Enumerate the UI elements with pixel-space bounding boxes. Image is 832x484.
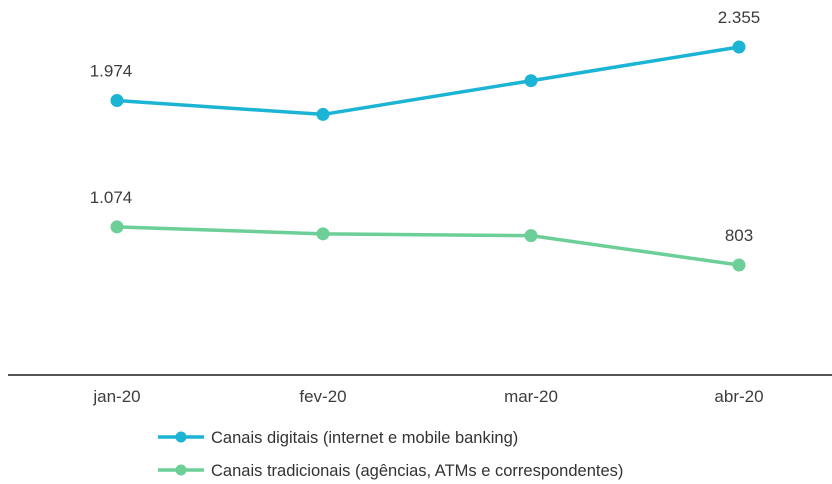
data-label: 803: [725, 226, 753, 245]
data-point: [110, 220, 124, 234]
legend-item-1: Canais digitais (internet e mobile banki…: [158, 429, 518, 447]
x-tick-label: fev-20: [299, 387, 346, 406]
legend-label: Canais digitais (internet e mobile banki…: [211, 429, 518, 447]
data-point: [732, 40, 746, 54]
x-tick-labels: jan-20 fev-20 mar-20 abr-20: [92, 387, 763, 406]
data-point: [316, 227, 330, 241]
data-label: 1.974: [90, 62, 133, 81]
x-tick-label: jan-20: [92, 387, 140, 406]
data-label: 2.355: [718, 8, 761, 27]
series-line-1: [115, 45, 741, 117]
legend: Canais digitais (internet e mobile banki…: [158, 429, 623, 480]
legend-label: Canais tradicionais (agências, ATMs e co…: [211, 462, 623, 480]
series-lines: [115, 45, 741, 267]
series-points: [110, 40, 746, 272]
data-point: [732, 258, 746, 272]
legend-swatch-marker: [175, 464, 187, 476]
data-point: [524, 74, 538, 88]
x-tick-label: abr-20: [714, 387, 763, 406]
data-labels: 1.974 2.355 1.074 803: [90, 8, 761, 245]
legend-item-2: Canais tradicionais (agências, ATMs e co…: [158, 462, 623, 480]
series-line-2: [115, 225, 741, 267]
x-tick-label: mar-20: [504, 387, 558, 406]
data-point: [316, 107, 330, 121]
legend-swatch-marker: [175, 431, 187, 443]
data-point: [524, 229, 538, 243]
data-label: 1.074: [90, 188, 133, 207]
data-point: [110, 94, 124, 108]
